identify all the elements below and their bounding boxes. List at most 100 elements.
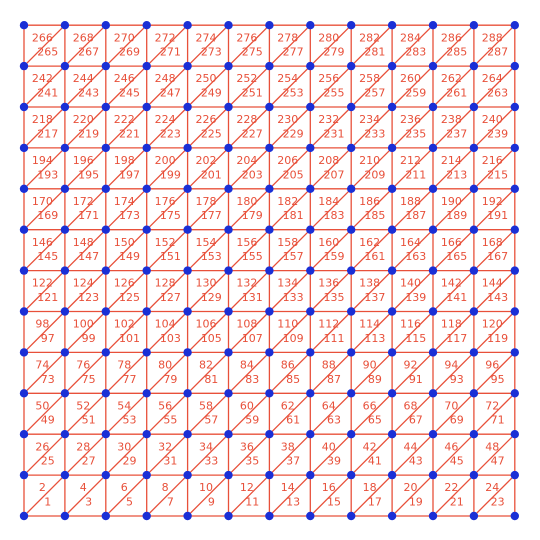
- element-label: 43: [409, 455, 423, 468]
- element-label: 197: [119, 168, 140, 181]
- mesh-node: [347, 184, 356, 193]
- mesh-edge-diagonal: [146, 24, 189, 67]
- mesh-node: [60, 470, 70, 480]
- element-label: 261: [446, 87, 467, 100]
- element-label: 187: [405, 209, 426, 222]
- mesh-node: [428, 184, 438, 193]
- mesh-edge-diagonal: [146, 188, 189, 231]
- mesh-edge-diagonal: [473, 311, 516, 353]
- mesh-edge-diagonal: [309, 392, 352, 435]
- mesh-edge-diagonal: [64, 311, 107, 353]
- element-label: 140: [400, 277, 421, 290]
- mesh-edge-diagonal: [105, 270, 148, 312]
- mesh-edge-diagonal: [146, 229, 189, 272]
- mesh-node: [101, 266, 111, 275]
- mesh-node: [224, 143, 233, 153]
- element-label: 164: [400, 236, 421, 249]
- element-label: 128: [155, 277, 176, 290]
- mesh-edge-diagonal: [268, 270, 311, 312]
- element-label: 73: [41, 373, 55, 386]
- element-label: 159: [324, 250, 345, 263]
- mesh-node: [183, 430, 192, 439]
- mesh-edge-diagonal: [268, 24, 311, 67]
- element-label: 142: [441, 277, 462, 290]
- element-label: 7: [167, 496, 174, 509]
- mesh-edge-diagonal: [391, 270, 434, 312]
- mesh-node: [19, 511, 29, 521]
- mesh-node: [387, 307, 397, 316]
- element-label: 1: [44, 496, 51, 509]
- mesh-edge-diagonal: [187, 147, 229, 190]
- element-label: 203: [242, 168, 263, 181]
- mesh-node: [265, 511, 274, 521]
- mesh-node: [306, 307, 315, 316]
- mesh-edge-diagonal: [105, 147, 148, 190]
- element-label: 200: [155, 154, 176, 167]
- mesh-node: [469, 430, 479, 439]
- element-label: 5: [126, 496, 133, 509]
- mesh-edge-diagonal: [268, 188, 311, 231]
- mesh-edge-diagonal: [350, 392, 393, 435]
- element-label: 2: [39, 481, 46, 494]
- mesh-node: [510, 225, 519, 234]
- element-label: 256: [318, 72, 339, 85]
- mesh-edge-diagonal: [432, 392, 475, 435]
- element-label: 285: [446, 46, 467, 59]
- element-label: 198: [114, 154, 135, 167]
- element-label: 182: [277, 195, 298, 208]
- mesh-node: [347, 470, 356, 480]
- mesh-node: [428, 389, 438, 398]
- mesh-edge-diagonal: [228, 311, 270, 353]
- element-label: 189: [446, 209, 467, 222]
- mesh-node: [428, 143, 438, 153]
- mesh-node: [224, 430, 233, 439]
- element-label: 42: [363, 440, 377, 453]
- mesh-edge-diagonal: [64, 270, 107, 312]
- element-label: 11: [245, 496, 259, 509]
- element-label: 59: [245, 414, 259, 427]
- mesh-node: [183, 348, 192, 357]
- mesh-node: [60, 143, 70, 153]
- element-label: 57: [204, 414, 218, 427]
- mesh-node: [469, 102, 479, 112]
- element-label: 47: [491, 455, 505, 468]
- element-label: 284: [400, 31, 421, 44]
- element-label: 9: [208, 496, 215, 509]
- element-label: 81: [204, 373, 218, 386]
- mesh-node: [60, 184, 70, 193]
- mesh-node: [224, 184, 233, 193]
- element-label: 270: [114, 31, 135, 44]
- element-label: 132: [236, 277, 257, 290]
- element-label: 282: [359, 31, 380, 44]
- mesh-node: [101, 389, 111, 398]
- mesh-edge-diagonal: [473, 270, 516, 312]
- element-label: 68: [404, 399, 418, 412]
- mesh-node: [265, 21, 274, 30]
- mesh-edge-diagonal: [432, 311, 475, 353]
- element-label: 51: [82, 414, 96, 427]
- mesh-edge-diagonal: [64, 65, 107, 108]
- element-label: 186: [359, 195, 380, 208]
- mesh-edge-diagonal: [391, 433, 434, 476]
- mesh-node: [347, 61, 356, 71]
- element-label: 34: [199, 440, 213, 453]
- element-label: 245: [119, 87, 140, 100]
- element-label: 225: [201, 127, 222, 140]
- element-label: 167: [487, 250, 508, 263]
- mesh-edge-diagonal: [146, 147, 189, 190]
- element-label: 76: [76, 358, 90, 371]
- mesh-edge-diagonal: [64, 433, 107, 476]
- mesh-node: [101, 307, 111, 316]
- mesh-edge-diagonal: [309, 106, 352, 149]
- element-label: 247: [160, 87, 181, 100]
- element-label: 61: [286, 414, 300, 427]
- element-label: 112: [318, 318, 339, 331]
- element-label: 21: [450, 496, 464, 509]
- mesh-node: [101, 225, 111, 234]
- element-label: 232: [318, 113, 339, 126]
- element-label: 92: [404, 358, 418, 371]
- mesh-node: [60, 430, 70, 439]
- element-label: 226: [196, 113, 217, 126]
- element-label: 98: [35, 318, 49, 331]
- mesh-edge-diagonal: [23, 311, 66, 353]
